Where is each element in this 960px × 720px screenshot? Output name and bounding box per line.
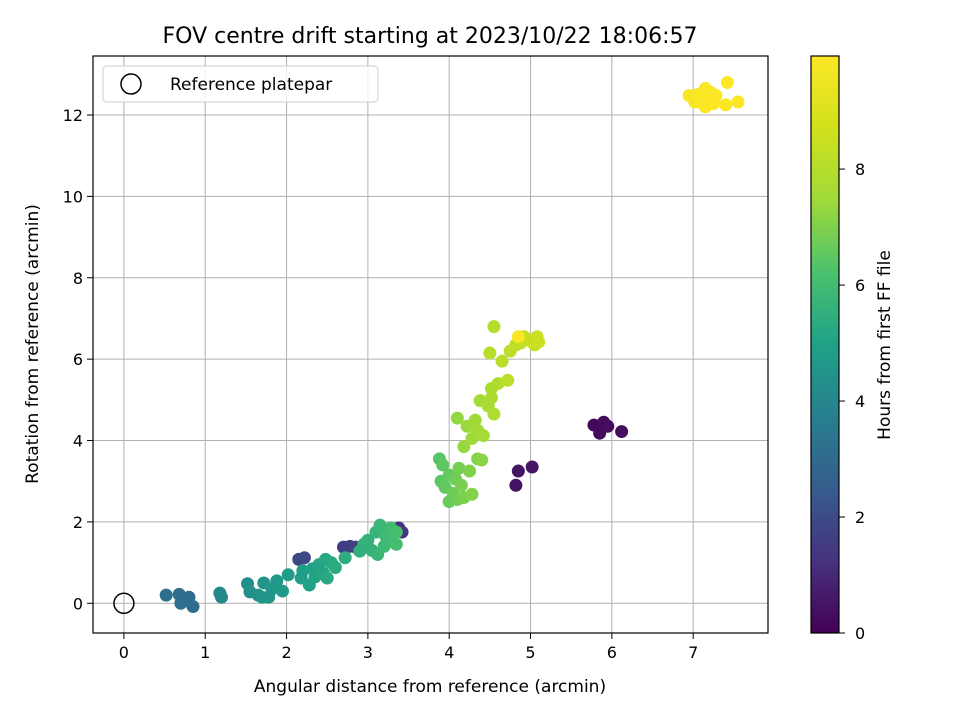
- colorbar-tick-label: 6: [855, 276, 865, 295]
- data-point: [270, 574, 284, 588]
- data-point: [296, 564, 310, 578]
- data-point: [476, 429, 490, 443]
- colorbar-tick-label: 8: [855, 160, 865, 179]
- y-tick-label: 10: [63, 187, 83, 206]
- y-tick-label: 12: [63, 106, 83, 125]
- data-point: [457, 440, 471, 454]
- colorbar-tick-label: 2: [855, 508, 865, 527]
- legend-box: [102, 65, 379, 103]
- data-point: [511, 330, 525, 344]
- data-point: [475, 453, 489, 467]
- data-point: [454, 478, 468, 492]
- data-point: [436, 458, 450, 472]
- colorbar: 0 2 4 6 8 Hours from first FF file: [810, 55, 895, 643]
- data-point: [484, 391, 498, 405]
- data-point: [465, 487, 479, 501]
- x-tick-label: 7: [688, 643, 698, 662]
- legend: Reference platepar: [102, 65, 379, 103]
- x-tick-label: 4: [444, 643, 454, 662]
- colorbar-tick-label: 0: [855, 624, 865, 643]
- x-tick-label: 6: [607, 643, 617, 662]
- y-tick-label: 4: [73, 432, 83, 451]
- y-tick-label: 0: [73, 594, 83, 613]
- data-point: [373, 518, 387, 532]
- data-point: [297, 551, 311, 565]
- colorbar-gradient: [810, 55, 840, 634]
- x-tick-label: 3: [363, 643, 373, 662]
- y-tick-label: 2: [73, 513, 83, 532]
- data-point: [463, 464, 477, 478]
- data-point: [159, 588, 173, 602]
- data-point: [532, 335, 546, 349]
- data-point: [483, 346, 497, 360]
- x-axis-ticks: 0 1 2 3 4 5 6 7: [119, 633, 698, 662]
- data-point: [338, 551, 352, 565]
- scatter-points: [113, 75, 745, 615]
- data-point: [501, 373, 515, 387]
- data-point: [495, 354, 509, 368]
- data-point: [468, 413, 482, 427]
- data-point: [511, 464, 525, 478]
- grid-lines: [93, 56, 768, 633]
- data-point: [615, 425, 629, 439]
- data-point: [487, 407, 501, 421]
- data-point: [601, 419, 615, 433]
- data-point: [509, 478, 523, 492]
- data-point: [174, 596, 188, 610]
- data-point: [389, 537, 403, 551]
- data-point: [361, 533, 375, 547]
- data-point: [487, 320, 501, 334]
- x-axis-label: Angular distance from reference (arcmin): [254, 677, 606, 697]
- y-tick-label: 8: [73, 269, 83, 288]
- x-tick-label: 5: [525, 643, 535, 662]
- data-point: [452, 461, 466, 475]
- data-point: [275, 584, 289, 598]
- legend-label-reference: Reference platepar: [170, 75, 332, 95]
- reference-platepar-marker: [113, 592, 135, 615]
- data-point: [214, 590, 228, 604]
- y-axis-label: Rotation from reference (arcmin): [23, 204, 43, 484]
- y-tick-label: 6: [73, 350, 83, 369]
- chart-title: FOV centre drift starting at 2023/10/22 …: [163, 24, 698, 49]
- colorbar-ticks: 0 2 4 6 8: [839, 160, 865, 643]
- y-axis-ticks: 0 2 4 6 8 10 12: [63, 106, 93, 613]
- data-point: [491, 377, 505, 391]
- x-tick-label: 0: [119, 643, 129, 662]
- data-point: [709, 88, 723, 102]
- data-point: [328, 560, 342, 574]
- data-point: [186, 600, 200, 614]
- plot-frame: [92, 55, 769, 634]
- colorbar-tick-label: 4: [855, 392, 865, 411]
- data-point: [281, 568, 295, 582]
- x-tick-label: 1: [200, 643, 210, 662]
- data-point: [525, 460, 539, 474]
- data-point: [320, 571, 334, 585]
- legend-reference-marker: [120, 73, 142, 95]
- data-point: [720, 75, 734, 89]
- data-point: [731, 95, 745, 109]
- colorbar-label: Hours from first FF file: [875, 250, 895, 440]
- x-tick-label: 2: [281, 643, 291, 662]
- data-point: [389, 525, 403, 539]
- data-point: [719, 98, 733, 112]
- data-point: [450, 411, 464, 425]
